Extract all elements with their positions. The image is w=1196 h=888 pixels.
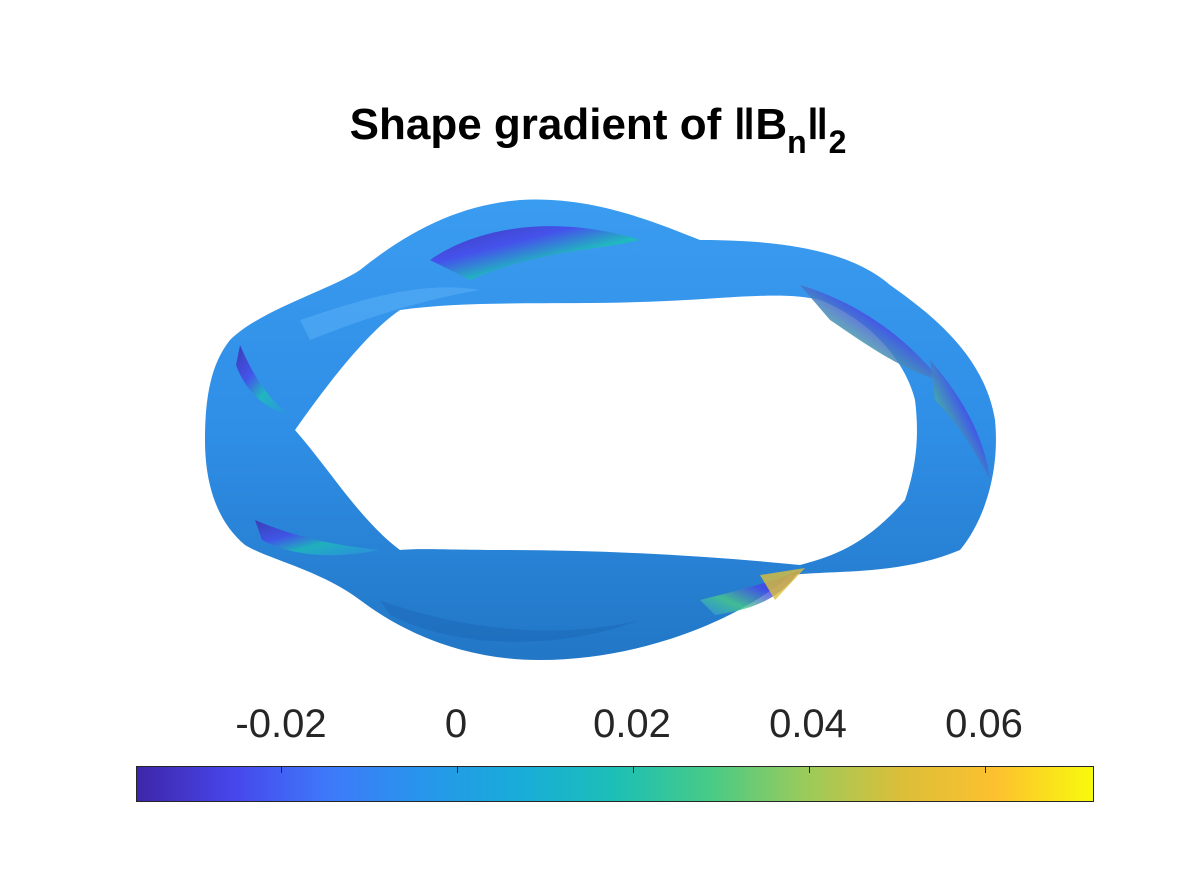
title-norm-close: ‖ (806, 100, 829, 149)
colorbar-tick (633, 767, 634, 773)
colorbar-tick-label: 0.02 (593, 702, 671, 746)
plot-title: Shape gradient of ‖Bn‖2 (0, 100, 1196, 160)
colorbar-tick (457, 767, 458, 773)
title-subscript: n (787, 124, 807, 160)
title-main: Shape gradient of (349, 100, 734, 149)
colorbar (136, 766, 1094, 802)
colorbar-tick-label: 0.04 (769, 702, 847, 746)
colorbar-tick-label: 0 (444, 702, 468, 746)
colorbar-tick-label: -0.02 (235, 702, 327, 746)
colorbar-tick (985, 767, 986, 773)
title-norm-open: ‖B (733, 100, 788, 149)
colorbar-tick (809, 767, 810, 773)
colorbar-tick (281, 767, 282, 773)
colorbar-tick-label: 0.06 (945, 702, 1023, 746)
title-subscript-2: 2 (828, 124, 847, 160)
surface-hole (295, 295, 917, 565)
